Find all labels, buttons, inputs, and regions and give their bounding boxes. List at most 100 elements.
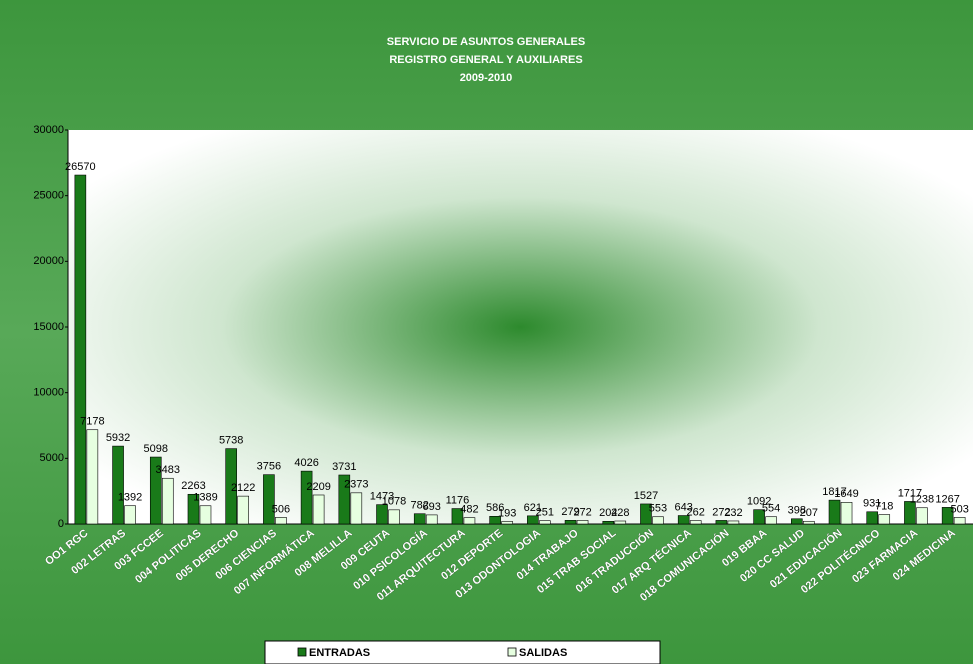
bar	[161, 477, 174, 525]
bar	[753, 509, 765, 525]
y-tick-label: 0	[58, 518, 64, 530]
bar	[388, 509, 400, 525]
bar	[878, 514, 891, 525]
value-label: 26570	[65, 161, 96, 173]
bar	[275, 517, 287, 525]
bar	[904, 501, 916, 525]
value-label: 228	[611, 507, 629, 519]
value-label: 1267	[935, 493, 959, 505]
bar	[112, 445, 124, 525]
value-label: 204	[599, 507, 617, 519]
value-label: 1649	[834, 488, 858, 500]
bar	[413, 513, 426, 525]
bar	[652, 516, 664, 525]
bar	[602, 521, 615, 525]
chart-subtitle: 2009-2010	[460, 72, 513, 84]
legend-label: ENTRADAS	[309, 647, 370, 659]
bar	[350, 492, 363, 525]
value-label: 3483	[156, 464, 180, 476]
value-label: 232	[724, 507, 742, 519]
bar	[124, 505, 136, 525]
value-label: 553	[649, 503, 667, 515]
y-tick-label: 15000	[33, 321, 64, 333]
value-label: 931	[863, 498, 881, 510]
bar	[539, 520, 551, 525]
bar	[86, 429, 99, 525]
value-label: 1473	[370, 491, 394, 503]
legend-swatch	[297, 647, 307, 657]
bar	[727, 520, 740, 525]
plot-area	[68, 130, 973, 524]
bar	[715, 520, 728, 525]
y-tick-label: 25000	[33, 190, 64, 202]
value-label: 272	[573, 506, 591, 518]
bar	[941, 507, 954, 525]
bar	[451, 508, 464, 525]
bar	[576, 520, 589, 525]
value-label: 398	[788, 505, 806, 517]
value-label: 1717	[898, 487, 922, 499]
value-label: 262	[687, 506, 705, 518]
value-label: 554	[762, 503, 780, 515]
bar	[828, 499, 841, 525]
value-label: 3731	[332, 461, 356, 473]
bar	[338, 474, 351, 525]
bar	[300, 470, 313, 525]
value-label: 621	[524, 502, 542, 514]
bar	[640, 503, 652, 525]
value-label: 782	[411, 500, 429, 512]
value-label: 3756	[257, 461, 281, 473]
value-label: 2209	[306, 481, 330, 493]
bar	[425, 514, 438, 525]
value-label: 5098	[144, 443, 168, 455]
bar	[614, 520, 627, 525]
bar	[74, 174, 87, 525]
value-label: 1527	[634, 490, 658, 502]
value-label: 503	[950, 503, 968, 515]
bar	[564, 520, 577, 525]
value-label: 1817	[822, 486, 846, 498]
value-label: 1389	[193, 492, 217, 504]
chart-title: SERVICIO DE ASUNTOS GENERALES	[387, 36, 585, 48]
bar	[916, 507, 928, 525]
value-label: 7178	[80, 416, 104, 428]
value-label: 693	[423, 501, 441, 513]
value-label: 1238	[910, 494, 934, 506]
value-label: 4026	[294, 457, 318, 469]
value-label: 207	[800, 507, 818, 519]
bar	[866, 511, 879, 525]
bar	[489, 516, 501, 525]
bar	[791, 518, 803, 525]
value-label: 2263	[181, 480, 205, 492]
bar	[765, 516, 777, 525]
bar	[463, 517, 476, 525]
value-label: 1092	[747, 496, 771, 508]
bar	[199, 505, 212, 525]
bar	[187, 493, 200, 525]
value-label: 5738	[219, 435, 243, 447]
value-label: 193	[498, 507, 516, 519]
bar	[263, 474, 275, 525]
value-label: 586	[486, 502, 504, 514]
value-label: 272	[712, 506, 730, 518]
bar	[803, 520, 815, 525]
bar	[237, 495, 249, 525]
bar	[501, 521, 513, 525]
value-label: 279	[561, 506, 579, 518]
chart-subtitle: REGISTRO GENERAL Y AUXILIARES	[389, 54, 582, 66]
value-label: 1078	[382, 496, 406, 508]
legend-label: SALIDAS	[519, 647, 567, 659]
value-label: 1392	[118, 492, 142, 504]
y-tick-label: 10000	[33, 387, 64, 399]
legend	[264, 640, 661, 664]
bar	[527, 515, 539, 525]
bar	[677, 515, 690, 525]
y-tick-label: 5000	[40, 452, 64, 464]
bar	[225, 448, 237, 525]
bar	[149, 456, 162, 525]
value-label: 482	[460, 504, 478, 516]
y-tick-label: 30000	[33, 124, 64, 136]
value-label: 2373	[344, 479, 368, 491]
value-label: 251	[536, 507, 554, 519]
